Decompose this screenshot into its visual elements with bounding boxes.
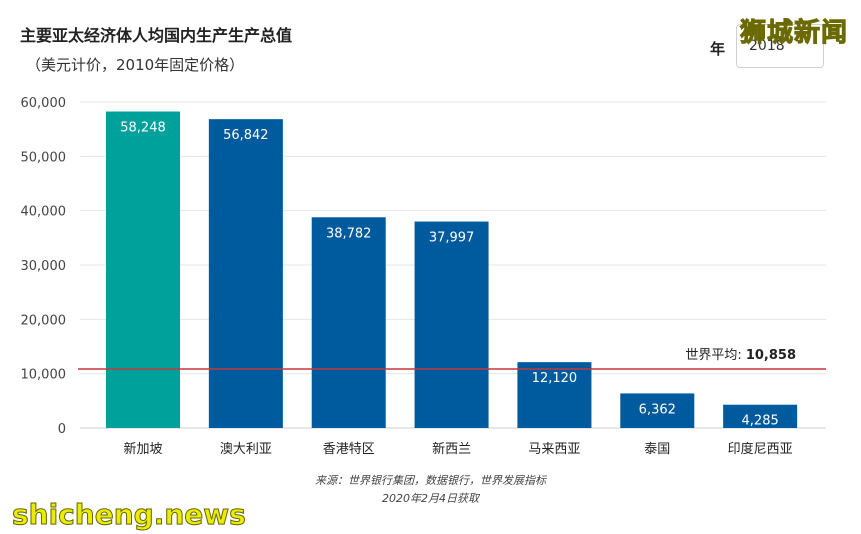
x-category-label: 印度尼西亚: [728, 441, 793, 457]
watermark-logo-bottom: shicheng.news: [12, 498, 247, 532]
bar-value-label: 6,362: [639, 402, 676, 417]
x-category-label: 新西兰: [432, 441, 471, 457]
source-line-1: 来源：世界银行集团，数据银行，世界发展指标: [315, 474, 546, 487]
y-tick-label: 50,000: [21, 150, 67, 165]
bar: [517, 362, 592, 428]
y-tick-label: 20,000: [21, 313, 67, 328]
bar: [208, 119, 283, 428]
bar: [620, 393, 695, 428]
average-label: 世界平均: 10,858: [685, 348, 796, 363]
chart-title: 主要亚太经济体人均国内生产生产总值: [20, 26, 293, 45]
bar-value-label: 38,782: [326, 226, 372, 241]
bar: [106, 111, 180, 429]
bar-value-label: 4,285: [742, 414, 779, 429]
bar-value-label: 58,248: [120, 121, 166, 136]
year-label: 年: [710, 40, 726, 58]
x-category-label: 澳大利亚: [220, 441, 272, 457]
y-tick-label: 0: [58, 422, 66, 437]
y-tick-label: 30,000: [21, 259, 67, 274]
y-tick-label: 10,000: [21, 368, 67, 383]
y-tick-label: 60,000: [21, 96, 67, 111]
bar-value-label: 37,997: [429, 231, 475, 246]
x-category-label: 香港特区: [323, 442, 375, 457]
watermark-logo-top: 狮城新闻: [739, 18, 849, 49]
bar: [723, 404, 798, 428]
bar: [311, 217, 386, 428]
y-tick-label: 40,000: [21, 205, 67, 220]
source-line-2: 2020年2月4日获取: [382, 492, 479, 505]
year-select-value: 2018: [749, 38, 785, 54]
year-select[interactable]: 2018: [736, 24, 824, 68]
x-category-label: 泰国: [644, 442, 670, 457]
chart-subtitle: （美元计价，2010年固定价格）: [26, 56, 245, 74]
bar-value-label: 56,842: [223, 128, 269, 143]
bar: [414, 221, 489, 428]
x-category-label: 新加坡: [123, 441, 162, 457]
bar-value-label: 12,120: [532, 371, 578, 386]
x-category-label: 马来西亚: [528, 442, 580, 457]
